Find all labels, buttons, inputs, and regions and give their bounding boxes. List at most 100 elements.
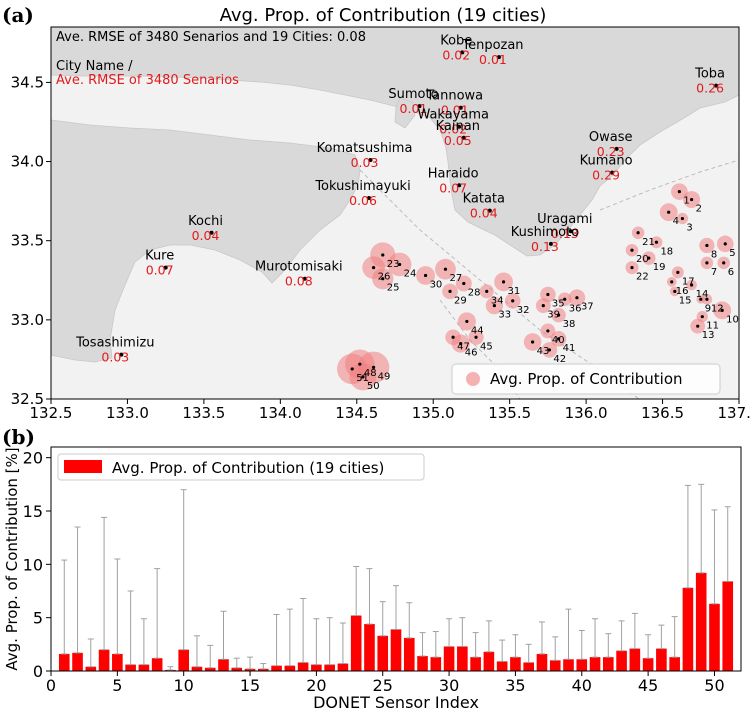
bar [695,572,707,671]
legend-bar-swatch [64,460,102,473]
city-dot [302,276,307,281]
city-name: Komatsushima [317,141,413,156]
sensor-dot [630,248,634,252]
sensor-label: 12 [711,303,724,314]
sensor-dot [448,289,452,293]
city-dot [119,352,124,357]
sensor-dot [371,365,376,369]
bar [191,666,203,671]
sensor-label: 11 [706,321,719,332]
city-rmse: 0.01 [400,101,428,116]
bar [549,660,561,671]
sensor-label: 50 [367,381,380,392]
bar [178,649,189,671]
sensor-dot [465,319,469,324]
bar [258,668,269,671]
bar-y-tick-label: 0 [33,662,43,681]
sensor-label: 17 [682,276,695,287]
sensor-label: 43 [537,346,550,357]
bar [589,657,601,671]
city-dot [163,265,168,270]
bar [98,649,110,671]
panel-b-label: (b) [2,425,35,449]
map-axes: 132.5 133.0 133.5 134.0 134.5 135.0 135.5 136.0… [11,73,750,422]
city-rmse: 0.29 [592,168,620,183]
sensor-dot [722,261,726,265]
sensor-dot [647,256,651,260]
city-name: Uragami [537,212,592,227]
sensor-label: 33 [498,310,511,321]
sensor-dot [699,297,703,301]
sensor-dot [485,289,489,293]
sensor-dot [546,292,550,297]
city-dot [367,195,372,200]
bar [218,659,229,671]
bar [165,669,176,671]
sensor-label: 32 [517,305,530,316]
city-rmse: 0.05 [444,133,472,148]
city-rmse: 0.02 [442,47,470,62]
sensor-dot [700,315,704,319]
sensor-label: 13 [702,330,715,341]
bar-x-label: DONET Sensor Index [313,693,479,712]
sensor-label: 27 [449,273,462,284]
sensor-label: 29 [454,295,467,306]
bar-x-tick-label: 40 [572,676,592,695]
sensor-label: 41 [563,343,576,354]
sensor-dot [492,304,496,308]
sensor-label: 10 [726,314,739,325]
map-x-tick-label: 135.5 [488,404,531,422]
sensor-dot [459,341,463,346]
sensor-dot [723,242,727,246]
city-name: Tannowa [425,89,483,104]
bar-legend: Avg. Prop. of Contribution (19 cities) [57,453,425,481]
sensor-dot [667,210,671,214]
city-name: Tokushimayuki [314,179,410,194]
sensor-dot [676,270,680,274]
map-x-tick-label: 137.0 [718,404,750,422]
sensor-markers: 1234567891011121314151617181920212223242… [350,190,739,392]
map-y-tick-label: 34.0 [11,153,44,171]
city-dot [457,183,462,188]
sensor-dot [474,335,478,339]
sensor-dot [423,273,428,278]
map-x-tick-label: 136.0 [565,404,608,422]
city-rmse: 0.02 [439,122,467,137]
sensor-dot [443,267,448,271]
sensor-label: 51 [356,373,369,384]
sensor-dot [654,240,659,244]
sensor-dot [670,280,674,284]
sensor-label: 20 [636,254,649,265]
sensor-label: 1 [683,196,689,207]
city-dot [614,146,619,151]
bar [125,664,136,671]
legend-bubble-marker [466,372,480,386]
bar [231,667,243,671]
city-dot [487,208,492,213]
city-name: Tenpozan [461,38,523,53]
bar [417,656,428,671]
bar-y-label: Avg. Prop. of Contribution [%] [3,447,21,670]
bar [377,635,389,671]
city-dot [457,124,462,129]
bar-x-tick-label: 20 [306,676,326,695]
sensor-label: 14 [696,289,709,300]
city-dot [568,229,573,234]
sensor-label: 25 [387,283,400,294]
bar [350,615,362,671]
sensor-label: 39 [547,310,560,321]
sensor-dot [563,297,567,301]
city-dot [610,170,615,175]
map-y-tick-label: 33.5 [11,232,44,250]
sensor-dot [350,367,354,371]
bar [603,657,614,671]
map-legend: Avg. Prop. of Contribution [451,363,721,395]
bar [297,662,309,671]
panel-a: (a) Avg. Prop. of Contribution (19 citie… [2,3,750,422]
panel-b: (b) 0 5 10 15 20 25 30 35 40 45 50 0 5 10 15 20 Avg. Pr… [2,425,742,712]
sensor-label: 38 [563,319,576,330]
sensor-dot [451,335,455,339]
bar-y-tick-label: 10 [23,555,43,574]
sensor-label: 4 [673,216,679,227]
